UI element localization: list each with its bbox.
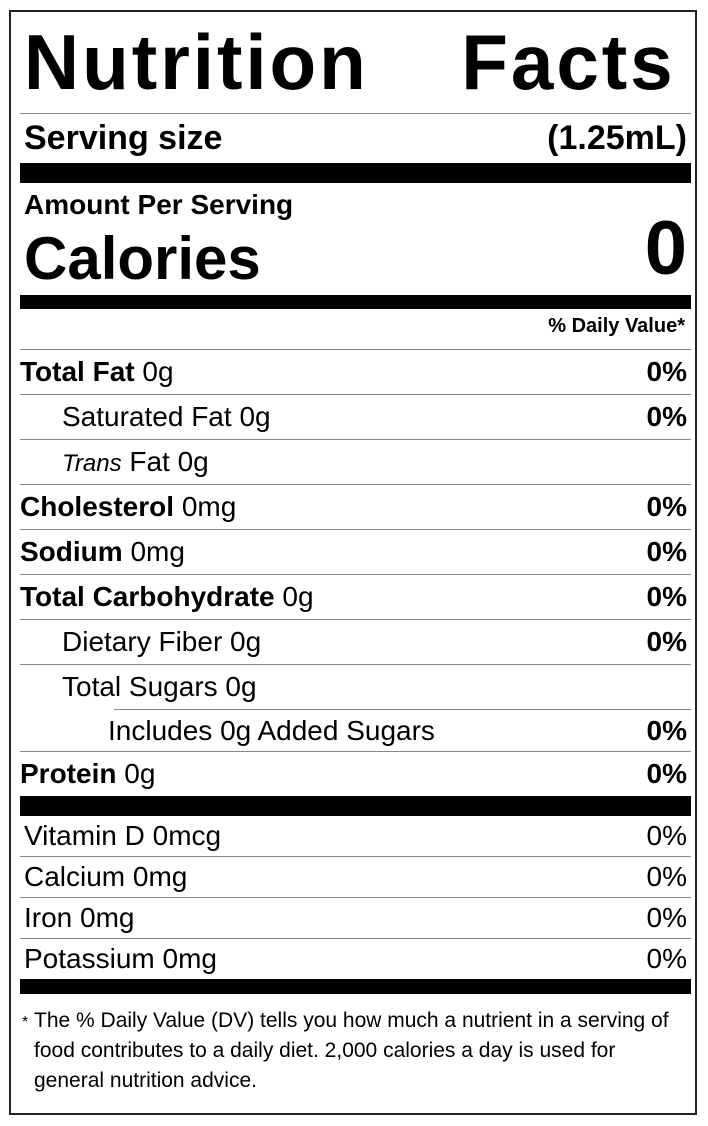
serving-size-value: (1.25mL): [547, 119, 687, 157]
label-content: Nutrition Facts Serving size (1.25mL) Am…: [20, 12, 691, 1096]
divider: [20, 394, 691, 395]
daily-value-header: % Daily Value*: [548, 315, 685, 337]
vitamin-text: Vitamin D 0mcg: [24, 820, 222, 851]
nutrient-dv: 0%: [646, 491, 687, 522]
nutrient-text: Includes 0g Added Sugars: [108, 714, 435, 746]
thick-divider: [20, 295, 691, 309]
divider: [20, 349, 691, 350]
nutrient-amount: 0g: [230, 626, 262, 657]
nutrient-name: Protein: [20, 758, 117, 789]
nutrient-row-total-sugars: Total Sugars 0g: [20, 665, 691, 709]
nutrient-dv: 0%: [646, 626, 687, 657]
vitamin-dv: 0%: [646, 861, 687, 892]
nutrient-amount: 0g: [142, 356, 174, 387]
nutrient-row-added-sugars: Includes 0g Added Sugars 0%: [20, 710, 691, 751]
vitamin-text: Iron 0mg: [24, 902, 135, 933]
nutrient-row-sodium: Sodium 0mg 0%: [20, 530, 691, 574]
label-title: Nutrition Facts: [23, 18, 676, 106]
nutrient-name: Fat: [129, 446, 170, 477]
amount-per-serving: Amount Per Serving: [24, 189, 294, 220]
vitamin-row-calcium: Calcium 0mg 0%: [20, 857, 691, 897]
divider: [20, 664, 691, 665]
vitamin-text: Calcium 0mg: [24, 861, 188, 892]
calories-label: Calories: [24, 224, 261, 292]
nutrient-row-trans-fat: Trans Fat 0g: [20, 440, 691, 484]
nutrient-row-saturated-fat: Saturated Fat 0g 0%: [20, 395, 691, 439]
nutrient-amount: 0g: [282, 581, 314, 612]
nutrient-text: Protein 0g: [20, 758, 155, 790]
calories-row: Calories 0: [20, 206, 691, 295]
nutrient-dv: 0%: [646, 401, 687, 432]
serving-size-row: Serving size (1.25mL): [20, 114, 691, 163]
nutrient-text: Saturated Fat 0g: [62, 401, 271, 433]
nutrient-row-protein: Protein 0g 0%: [20, 752, 691, 796]
nutrient-dv: 0%: [646, 581, 687, 612]
nutrient-name: Dietary Fiber: [62, 626, 223, 657]
divider: [20, 439, 691, 440]
nutrient-dv: 0%: [646, 758, 687, 789]
nutrient-dv: 0%: [646, 714, 687, 746]
divider: [114, 709, 691, 710]
nutrient-text: Cholesterol 0mg: [20, 491, 236, 523]
divider: [20, 113, 691, 114]
calories-value: 0: [644, 205, 687, 291]
divider: [20, 619, 691, 620]
divider: [20, 938, 691, 939]
thick-divider: [20, 979, 691, 994]
nutrient-row-dietary-fiber: Dietary Fiber 0g 0%: [20, 620, 691, 664]
nutrition-label: Nutrition Facts Serving size (1.25mL) Am…: [9, 10, 697, 1115]
vitamin-row-potassium: Potassium 0mg 0%: [20, 939, 691, 979]
divider: [20, 856, 691, 857]
vitamin-dv: 0%: [646, 943, 687, 974]
nutrient-name: Saturated Fat: [62, 401, 232, 432]
nutrient-row-cholesterol: Cholesterol 0mg 0%: [20, 485, 691, 529]
nutrient-amount: 0g: [225, 671, 257, 702]
nutrient-amount: 0g: [239, 401, 271, 432]
nutrient-amount: 0g: [124, 758, 156, 789]
nutrient-name: Sodium: [20, 536, 123, 567]
nutrient-text: Sodium 0mg: [20, 536, 185, 568]
nutrient-text: Total Carbohydrate 0g: [20, 581, 314, 613]
divider: [20, 529, 691, 530]
nutrient-amount: 0mg: [130, 536, 185, 567]
vitamin-row-iron: Iron 0mg 0%: [20, 898, 691, 938]
divider: [20, 897, 691, 898]
divider: [20, 574, 691, 575]
vitamin-row-vitamin-d: Vitamin D 0mcg 0%: [20, 816, 691, 856]
vitamin-dv: 0%: [646, 820, 687, 851]
nutrient-text: Trans Fat 0g: [62, 446, 209, 478]
thick-divider: [20, 163, 691, 183]
vitamin-dv: 0%: [646, 902, 687, 933]
nutrient-amount: 0mg: [181, 491, 237, 522]
nutrient-row-total-carbohydrate: Total Carbohydrate 0g 0%: [20, 575, 691, 619]
nutrient-name-italic: Trans: [62, 450, 122, 477]
nutrient-amount: 0g: [177, 446, 209, 477]
footnote-asterisk: *: [22, 1014, 29, 1031]
footnote: * The % Daily Value (DV) tells you how m…: [20, 994, 691, 1096]
nutrient-text: Total Sugars 0g: [62, 671, 257, 703]
nutrient-row-total-fat: Total Fat 0g 0%: [20, 350, 691, 394]
divider: [20, 484, 691, 485]
nutrient-name: Total Sugars: [62, 671, 218, 702]
nutrient-name: Total Fat: [20, 356, 135, 387]
footnote-text: The % Daily Value (DV) tells you how muc…: [34, 1009, 669, 1092]
nutrient-text: Dietary Fiber 0g: [62, 626, 261, 658]
vitamin-text: Potassium 0mg: [24, 943, 217, 974]
nutrient-name: Total Carbohydrate: [20, 581, 275, 612]
nutrient-text: Total Fat 0g: [20, 356, 174, 388]
nutrient-dv: 0%: [646, 356, 687, 387]
serving-size-label: Serving size: [24, 119, 223, 157]
nutrient-dv: 0%: [646, 536, 687, 567]
nutrient-name: Cholesterol: [20, 491, 175, 522]
thick-divider: [20, 796, 691, 816]
divider: [20, 751, 691, 752]
